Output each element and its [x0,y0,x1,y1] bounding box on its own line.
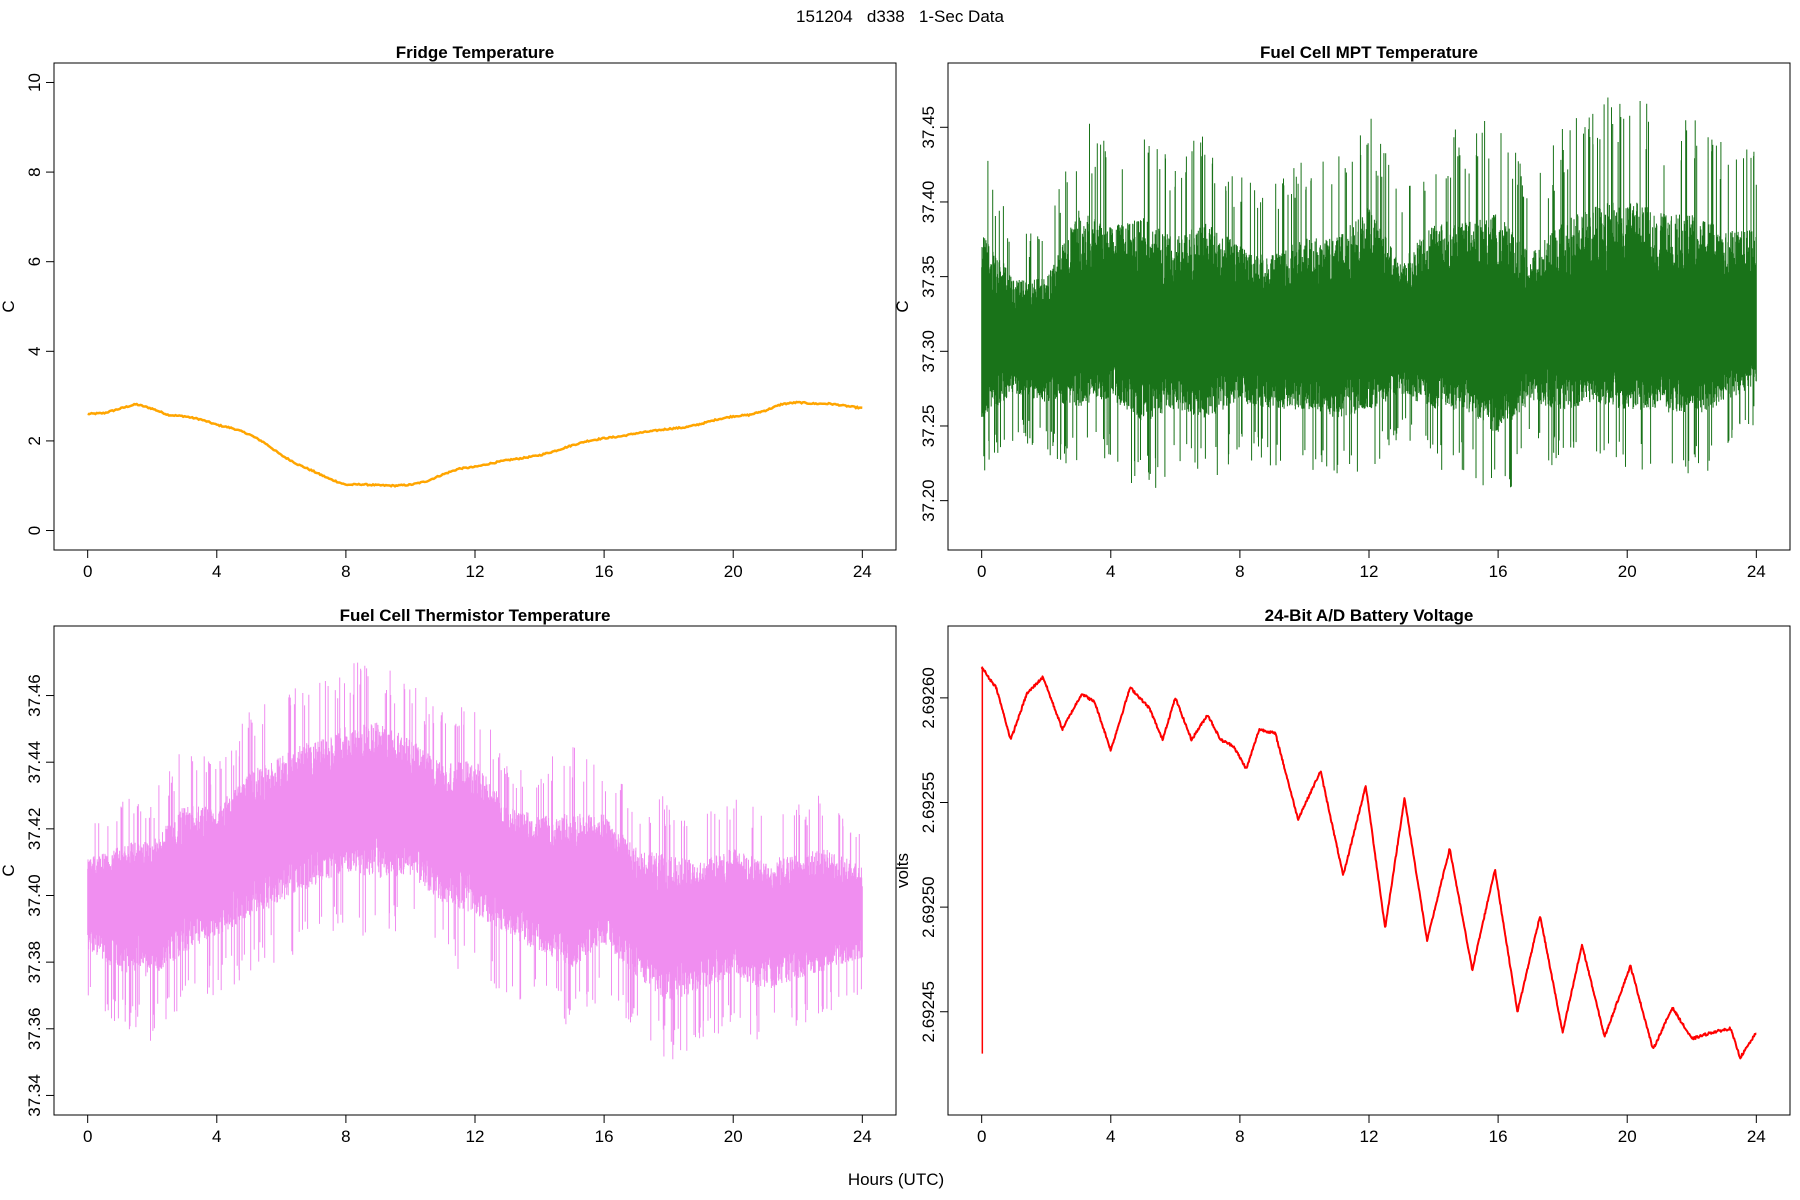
fuelcell-mpt-ytick-label: 37.25 [919,405,938,448]
battery-voltage-xtick-label: 20 [1618,1127,1637,1146]
fridge-xtick-label: 12 [466,562,485,581]
fuelcell-mpt-title: Fuel Cell MPT Temperature [1260,43,1478,62]
fridge-xtick-label: 16 [595,562,614,581]
figure-xlabel: Hours (UTC) [848,1170,944,1189]
fridge-ytick-label: 2 [25,436,44,445]
fuelcell-mpt-ylabel: C [893,300,912,312]
fuelcell-mpt-ytick-label: 37.40 [919,181,938,224]
battery-voltage-xtick-label: 12 [1360,1127,1379,1146]
battery-voltage-ylabel: volts [893,853,912,888]
fuelcell-mpt-ytick-label: 37.35 [919,255,938,298]
figure-suptitle: 151204 d338 1-Sec Data [796,7,1004,26]
battery-voltage-xtick-label: 24 [1747,1127,1766,1146]
panel-battery-voltage: 24-Bit A/D Battery Voltage volts 0 4 8 12 16 20… [893,606,1791,1146]
fuelcell-mpt-xtick-label: 20 [1618,562,1637,581]
battery-voltage-title: 24-Bit A/D Battery Voltage [1265,606,1474,625]
fuelcell-thermistor-xtick-label: 24 [853,1127,872,1146]
fuelcell-thermistor-ytick-label: 37.40 [25,874,44,917]
fridge-xtick-label: 4 [212,562,221,581]
fuelcell-thermistor-series-band [87,662,863,1060]
battery-voltage-plot-frame [947,625,1791,1116]
fridge-ytick-label: 10 [25,73,44,92]
fuelcell-thermistor-xtick-label: 4 [212,1127,221,1146]
fuelcell-mpt-series-band [981,97,1757,488]
fuelcell-thermistor-ytick-label: 37.44 [25,741,44,784]
fuelcell-mpt-xtick-label: 24 [1747,562,1766,581]
panel-fuel-cell-thermistor-temperature: Fuel Cell Thermistor Temperature C 0 4 8 12 16… [0,606,897,1146]
fuelcell-mpt-xtick-label: 16 [1489,562,1508,581]
fuelcell-thermistor-ytick-label: 37.42 [25,808,44,851]
fuelcell-thermistor-ytick-label: 37.46 [25,674,44,717]
fridge-ytick-label: 0 [25,526,44,535]
fuelcell-mpt-ytick-label: 37.45 [919,106,938,149]
fuelcell-mpt-xtick-label: 8 [1235,562,1244,581]
fridge-xtick-label: 8 [341,562,350,581]
battery-voltage-ytick-label: 2.69255 [919,772,938,833]
fuelcell-thermistor-xtick-label: 16 [595,1127,614,1146]
fridge-series-line [87,400,863,488]
fuelcell-thermistor-xtick-label: 12 [466,1127,485,1146]
fridge-ylabel: C [0,300,18,312]
battery-voltage-xtick-label: 8 [1235,1127,1244,1146]
fridge-xtick-label: 20 [724,562,743,581]
battery-voltage-ytick-label: 2.69250 [919,876,938,937]
battery-voltage-xtick-label: 4 [1106,1127,1115,1146]
fuelcell-thermistor-xtick-label: 0 [83,1127,92,1146]
panel-fuel-cell-mpt-temperature: Fuel Cell MPT Temperature C 0 4 8 12 16 20 24 37.… [893,43,1791,581]
battery-voltage-xtick-label: 16 [1489,1127,1508,1146]
fuelcell-mpt-xtick-label: 4 [1106,562,1115,581]
fuelcell-mpt-xtick-label: 0 [977,562,986,581]
fuelcell-thermistor-title: Fuel Cell Thermistor Temperature [340,606,611,625]
battery-voltage-series-line [980,666,1757,1060]
fridge-ytick-label: 6 [25,257,44,266]
battery-voltage-ytick-label: 2.69245 [919,981,938,1042]
fuelcell-mpt-xtick-label: 12 [1360,562,1379,581]
fridge-plot-frame [53,62,897,551]
fridge-ytick-label: 8 [25,167,44,176]
fuelcell-mpt-ytick-label: 37.30 [919,330,938,373]
fuelcell-thermistor-xtick-label: 20 [724,1127,743,1146]
fridge-title: Fridge Temperature [396,43,554,62]
battery-voltage-ytick-label: 2.69260 [919,667,938,728]
fuelcell-mpt-ytick-label: 37.20 [919,479,938,522]
fuelcell-thermistor-xtick-label: 8 [341,1127,350,1146]
fuelcell-thermistor-ytick-label: 37.36 [25,1008,44,1051]
fridge-xtick-label: 0 [83,562,92,581]
fuelcell-thermistor-ytick-label: 37.34 [25,1074,44,1117]
fuelcell-thermistor-ylabel: C [0,864,18,876]
fridge-xtick-label: 24 [853,562,872,581]
battery-voltage-xtick-label: 0 [977,1127,986,1146]
fuelcell-thermistor-ytick-label: 37.38 [25,941,44,984]
fridge-ytick-label: 4 [25,347,44,356]
